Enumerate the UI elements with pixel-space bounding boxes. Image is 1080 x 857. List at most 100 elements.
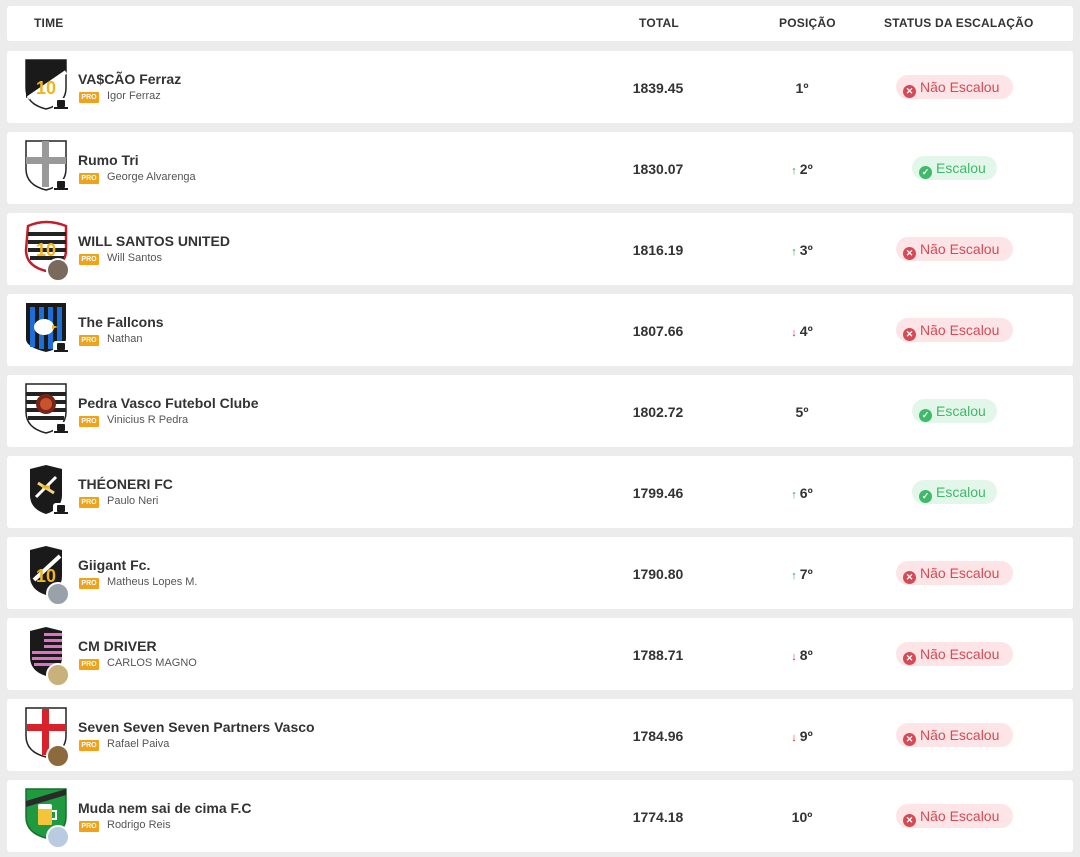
vasco-crest-10-icon: 10 [25, 59, 68, 110]
pro-badge: PRO [79, 740, 99, 751]
pro-badge: PRO [79, 497, 99, 508]
column-header-total[interactable]: TOTAL [639, 16, 679, 30]
top-hat-icon [53, 422, 69, 436]
avatar [46, 258, 70, 282]
owner-name: Rodrigo Reis [107, 819, 171, 831]
arrow-up-icon: ↑ [791, 489, 797, 501]
position-value: 6º [799, 485, 813, 501]
position: ↑ 3º [767, 242, 837, 258]
team-crest: 10 [24, 58, 70, 114]
eagle-crest-icon [26, 303, 66, 352]
total-points: 1839.45 [632, 80, 684, 96]
status-badge: ✕ Não Escalou [896, 561, 1013, 585]
pro-badge: PRO [79, 254, 99, 265]
team-name[interactable]: WILL SANTOS UNITED [78, 233, 230, 249]
status-label: Escalou [936, 160, 986, 176]
table-row[interactable]: Rumo Tri PRO George Alvarenga 1830.07 ↑ 2… [7, 132, 1073, 204]
position: ↑ 7º [767, 566, 837, 582]
status-label: Não Escalou [920, 808, 1000, 824]
team-crest [24, 625, 70, 687]
owner-name: Will Santos [107, 252, 163, 264]
pro-badge: PRO [79, 335, 99, 346]
team-crest [24, 463, 70, 519]
status-badge: ✓ Escalou [912, 156, 997, 180]
avatar [46, 663, 70, 687]
position: ↓ 8º [767, 647, 837, 663]
black-cross-crest-icon [30, 465, 62, 514]
table-row[interactable]: 10 Giigant Fc. PRO Matheus Lopes M. 1790… [7, 537, 1073, 609]
position-value: 2º [799, 161, 813, 177]
status-badge: ✕ Não Escalou [896, 318, 1013, 342]
x-circle-icon: ✕ [903, 247, 916, 260]
status-label: Não Escalou [920, 79, 1000, 95]
team-crest [24, 301, 70, 357]
team-name[interactable]: VA$CÃO Ferraz [78, 71, 182, 87]
top-hat-icon [53, 341, 69, 355]
owner-name: Igor Ferraz [107, 90, 161, 102]
team-name[interactable]: Rumo Tri [78, 152, 139, 168]
top-hat-icon [53, 503, 69, 517]
top-hat-icon [53, 98, 69, 112]
check-circle-icon: ✓ [919, 409, 932, 422]
team-crest: 10 [24, 544, 70, 606]
position: ↓ 4º [767, 323, 837, 339]
avatar [46, 744, 70, 768]
team-name[interactable]: CM DRIVER [78, 638, 157, 654]
position-value: 4º [799, 323, 813, 339]
table-row[interactable]: Muda nem sai de cima F.C PRO Rodrigo Rei… [7, 780, 1073, 852]
owner-name: Paulo Neri [107, 495, 159, 507]
x-circle-icon: ✕ [903, 571, 916, 584]
team-crest [24, 706, 70, 768]
owner-name: Matheus Lopes M. [107, 576, 198, 588]
pro-badge: PRO [79, 173, 99, 184]
team-name[interactable]: THÉONERI FC [78, 476, 173, 492]
table-header: TIME TOTAL POSIÇÃO STATUS DA ESCALAÇÃO [7, 6, 1073, 41]
arrow-up-icon: ↑ [791, 246, 797, 258]
status-label: Não Escalou [920, 646, 1000, 662]
position-value: 1º [795, 80, 809, 96]
svg-text:10: 10 [36, 566, 56, 586]
svg-text:10: 10 [36, 78, 56, 98]
table-row[interactable]: 10 WILL SANTOS UNITED PRO Will Santos 18… [7, 213, 1073, 285]
pro-badge: PRO [79, 659, 99, 670]
status-badge: ✕ Não Escalou [896, 723, 1013, 747]
owner-name: CARLOS MAGNO [107, 657, 197, 669]
x-circle-icon: ✕ [903, 733, 916, 746]
table-row[interactable]: The Fallcons PRO Nathan 1807.66 ↓ 4º ✕ Não… [7, 294, 1073, 366]
white-cross-crest-icon [25, 140, 67, 191]
team-name[interactable]: Giigant Fc. [78, 557, 151, 573]
x-circle-icon: ✕ [903, 652, 916, 665]
team-name[interactable]: Muda nem sai de cima F.C [78, 800, 252, 816]
table-row[interactable]: Pedra Vasco Futebol Clube PRO Vinicius R… [7, 375, 1073, 447]
team-crest: 10 [24, 220, 70, 282]
column-header-status[interactable]: STATUS DA ESCALAÇÃO [884, 16, 1034, 30]
team-name[interactable]: Seven Seven Seven Partners Vasco [78, 719, 315, 735]
pro-badge: PRO [79, 416, 99, 427]
team-crest [24, 382, 70, 438]
total-points: 1784.96 [632, 728, 684, 744]
table-row[interactable]: Seven Seven Seven Partners Vasco PRO Raf… [7, 699, 1073, 771]
table-row[interactable]: 10 VA$CÃO Ferraz PRO Igor Ferraz 1839.45… [7, 51, 1073, 123]
top-hat-icon [53, 179, 69, 193]
status-label: Não Escalou [920, 727, 1000, 743]
position-value: 3º [799, 242, 813, 258]
position-value: 7º [799, 566, 813, 582]
status-label: Escalou [936, 403, 986, 419]
status-label: Não Escalou [920, 322, 1000, 338]
table-row[interactable]: CM DRIVER PRO CARLOS MAGNO 1788.71 ↓ 8º ✕… [7, 618, 1073, 690]
column-header-team[interactable]: TIME [34, 16, 64, 30]
team-crest [24, 787, 70, 849]
arrow-up-icon: ↑ [791, 570, 797, 582]
owner-name: Nathan [107, 333, 143, 345]
team-name[interactable]: Pedra Vasco Futebol Clube [78, 395, 259, 411]
arrow-down-icon: ↓ [791, 732, 797, 744]
position: 1º [767, 80, 837, 96]
owner-name: George Alvarenga [107, 171, 196, 183]
check-circle-icon: ✓ [919, 490, 932, 503]
total-points: 1788.71 [632, 647, 684, 663]
table-row[interactable]: THÉONERI FC PRO Paulo Neri 1799.46 ↑ 6º ✓… [7, 456, 1073, 528]
team-name[interactable]: The Fallcons [78, 314, 164, 330]
status-label: Escalou [936, 484, 986, 500]
position: ↓ 9º [767, 728, 837, 744]
column-header-position[interactable]: POSIÇÃO [779, 16, 836, 30]
